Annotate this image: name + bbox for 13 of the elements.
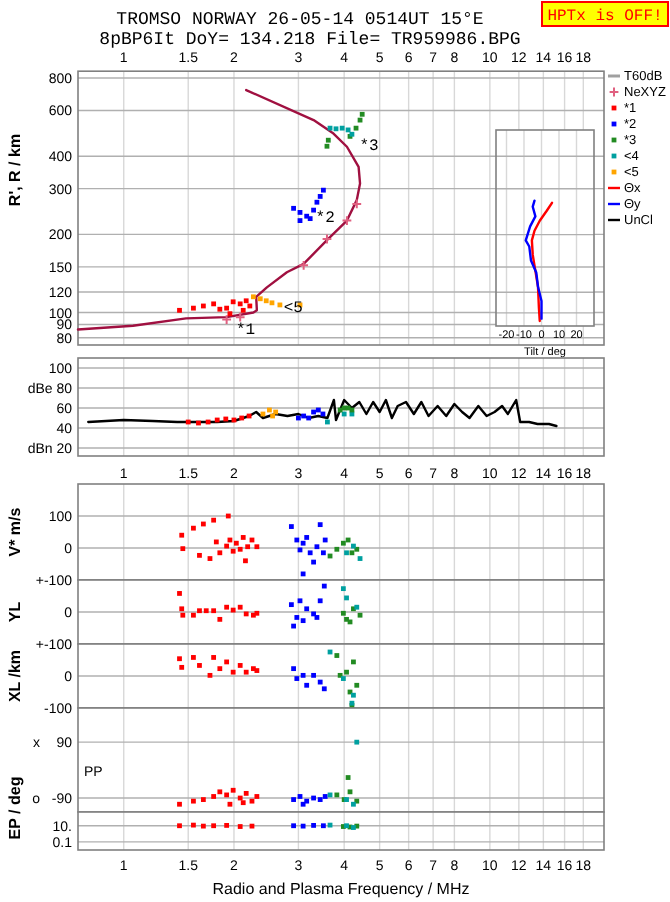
chart-subtitle: 8pBP6It DoY= 134.218 File= TR959986.BPG — [99, 30, 521, 50]
y-axis-title: V* m/s — [6, 506, 24, 557]
text: HPTx is OFF! — [547, 8, 663, 26]
y-axis-title: YL — [6, 601, 24, 623]
annotation: *1 — [235, 322, 256, 341]
annotation: <5 — [283, 299, 304, 318]
chart-title: TROMSO NORWAY 26-05-14 0514UT 15°E — [116, 10, 484, 30]
annotation: *3 — [359, 138, 380, 157]
y-axis-title: R', R / km — [6, 133, 24, 207]
annotation: *2 — [315, 209, 336, 228]
x-axis-title: Radio and Plasma Frequency / MHz — [212, 880, 470, 898]
y-axis-title: XL /km — [6, 649, 24, 703]
y-axis-title: EP / deg — [6, 776, 24, 840]
